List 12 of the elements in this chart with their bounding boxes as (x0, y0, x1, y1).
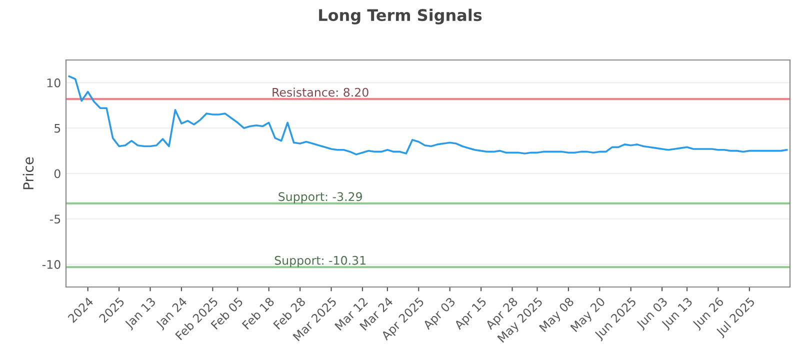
ref-line-label: Resistance: 8.20 (272, 88, 368, 97)
x-tick-label: Jan 13 (124, 296, 158, 331)
chart-title: Long Term Signals (319, 8, 482, 24)
y-axis-title: Price (22, 157, 34, 190)
ref-line-label: Support: -3.29 (278, 192, 362, 204)
y-tick-label: 10 (47, 78, 60, 88)
y-tick-label: -5 (50, 214, 60, 224)
line-series (68, 75, 788, 156)
y-tick-label: 5 (54, 124, 60, 133)
ref-line-label: Support: -10.31 (274, 256, 366, 268)
y-tick-label: -10 (42, 260, 60, 269)
y-tick-label: 0 (54, 169, 60, 178)
